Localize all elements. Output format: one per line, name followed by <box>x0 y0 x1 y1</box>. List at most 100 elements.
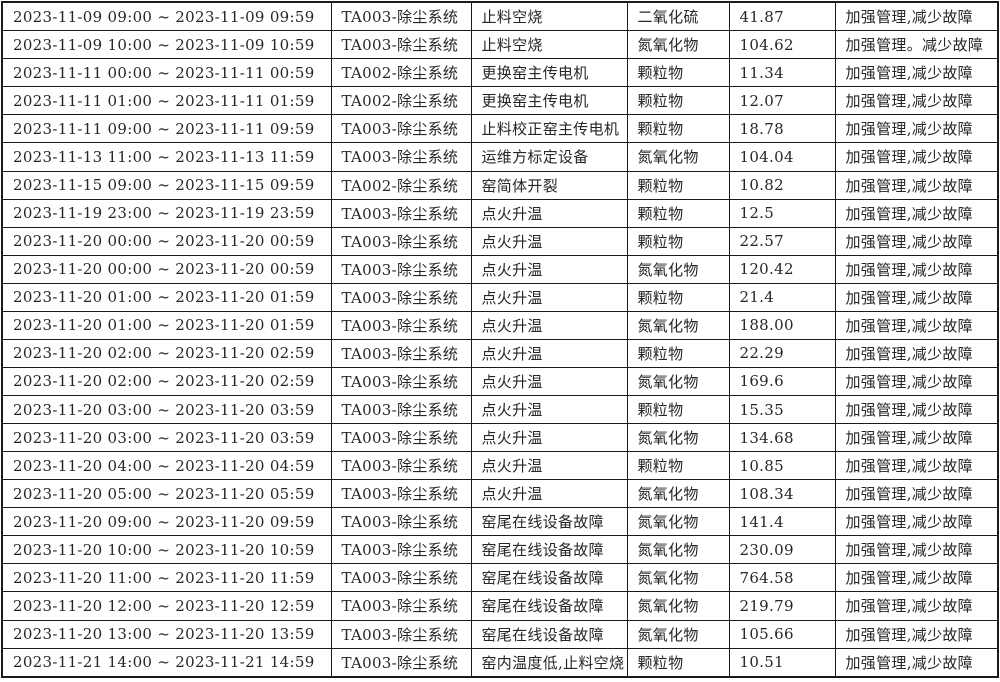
table-row: 2023-11-20 00:00 ~ 2023-11-20 00:59 TA00… <box>1 254 999 284</box>
system-cell: TA003-除尘系统 <box>330 535 472 565</box>
table-row: 2023-11-13 11:00 ~ 2023-11-13 11:59 TA00… <box>1 142 999 172</box>
table-row: 2023-11-09 09:00 ~ 2023-11-09 09:59 TA00… <box>1 1 999 32</box>
note-cell: 加强管理,减少故障 <box>834 226 999 256</box>
pollutant-cell: 二氧化硫 <box>626 1 730 32</box>
pollutant-cell: 颗粒物 <box>626 170 730 200</box>
table-row: 2023-11-20 09:00 ~ 2023-11-20 09:59 TA00… <box>1 507 999 537</box>
table-row: 2023-11-11 09:00 ~ 2023-11-11 09:59 TA00… <box>1 114 999 144</box>
note-cell: 加强管理,减少故障 <box>834 170 999 200</box>
value-cell: 12.07 <box>728 86 836 116</box>
note-cell: 加强管理,减少故障 <box>834 338 999 368</box>
note-cell: 加强管理,减少故障 <box>834 142 999 172</box>
table-row: 2023-11-20 05:00 ~ 2023-11-20 05:59 TA00… <box>1 479 999 509</box>
time-range-cell: 2023-11-13 11:00 ~ 2023-11-13 11:59 <box>1 142 332 172</box>
value-cell: 188.00 <box>728 310 836 340</box>
note-cell: 加强管理,减少故障 <box>834 507 999 537</box>
action-cell: 点火升温 <box>470 366 628 397</box>
pollutant-cell: 氮氧化物 <box>626 254 730 284</box>
pollutant-cell: 氮氧化物 <box>626 30 730 60</box>
action-cell: 窑尾在线设备故障 <box>470 591 628 621</box>
value-cell: 10.51 <box>728 647 836 678</box>
value-cell: 11.34 <box>728 58 836 88</box>
value-cell: 18.78 <box>728 114 836 144</box>
system-cell: TA003-除尘系统 <box>330 1 472 32</box>
note-cell: 加强管理,减少故障 <box>834 1 999 32</box>
note-cell: 加强管理。减少故障 <box>834 30 999 60</box>
system-cell: TA003-除尘系统 <box>330 226 472 256</box>
action-cell: 点火升温 <box>470 226 628 256</box>
table-row: 2023-11-20 01:00 ~ 2023-11-20 01:59 TA00… <box>1 282 999 312</box>
pollutant-cell: 颗粒物 <box>626 647 730 678</box>
value-cell: 230.09 <box>728 535 836 565</box>
note-cell: 加强管理,减少故障 <box>834 254 999 284</box>
system-cell: TA003-除尘系统 <box>330 114 472 144</box>
pollutant-cell: 颗粒物 <box>626 58 730 88</box>
note-cell: 加强管理,减少故障 <box>834 198 999 228</box>
note-cell: 加强管理,减少故障 <box>834 310 999 340</box>
note-cell: 加强管理,减少故障 <box>834 479 999 509</box>
action-cell: 更换窑主传电机 <box>470 58 628 88</box>
value-cell: 134.68 <box>728 423 836 453</box>
system-cell: TA003-除尘系统 <box>330 338 472 368</box>
value-cell: 22.57 <box>728 226 836 256</box>
time-range-cell: 2023-11-11 00:00 ~ 2023-11-11 00:59 <box>1 58 332 88</box>
table-row: 2023-11-20 02:00 ~ 2023-11-20 02:59 TA00… <box>1 366 999 397</box>
pollutant-cell: 颗粒物 <box>626 114 730 144</box>
value-cell: 104.04 <box>728 142 836 172</box>
time-range-cell: 2023-11-19 23:00 ~ 2023-11-19 23:59 <box>1 198 332 228</box>
value-cell: 120.42 <box>728 254 836 284</box>
system-cell: TA003-除尘系统 <box>330 30 472 60</box>
action-cell: 点火升温 <box>470 198 628 228</box>
action-cell: 点火升温 <box>470 310 628 340</box>
value-cell: 10.82 <box>728 170 836 200</box>
pollutant-cell: 颗粒物 <box>626 395 730 425</box>
time-range-cell: 2023-11-20 11:00 ~ 2023-11-20 11:59 <box>1 563 332 593</box>
action-cell: 点火升温 <box>470 479 628 509</box>
value-cell: 15.35 <box>728 395 836 425</box>
note-cell: 加强管理,减少故障 <box>834 647 999 678</box>
table-row: 2023-11-19 23:00 ~ 2023-11-19 23:59 TA00… <box>1 198 999 228</box>
table-row: 2023-11-20 10:00 ~ 2023-11-20 10:59 TA00… <box>1 535 999 565</box>
time-range-cell: 2023-11-20 02:00 ~ 2023-11-20 02:59 <box>1 366 332 397</box>
action-cell: 点火升温 <box>470 451 628 481</box>
system-cell: TA002-除尘系统 <box>330 170 472 200</box>
action-cell: 更换窑主传电机 <box>470 86 628 116</box>
note-cell: 加强管理,减少故障 <box>834 114 999 144</box>
table-row: 2023-11-20 03:00 ~ 2023-11-20 03:59 TA00… <box>1 423 999 453</box>
table-row: 2023-11-20 00:00 ~ 2023-11-20 00:59 TA00… <box>1 226 999 256</box>
action-cell: 止料校正窑主传电机 <box>470 114 628 144</box>
pollutant-cell: 氮氧化物 <box>626 423 730 453</box>
pollutant-cell: 颗粒物 <box>626 86 730 116</box>
note-cell: 加强管理,减少故障 <box>834 86 999 116</box>
system-cell: TA003-除尘系统 <box>330 366 472 397</box>
table-row: 2023-11-21 14:00 ~ 2023-11-21 14:59 TA00… <box>1 647 999 678</box>
action-cell: 窑尾在线设备故障 <box>470 507 628 537</box>
note-cell: 加强管理,减少故障 <box>834 395 999 425</box>
system-cell: TA003-除尘系统 <box>330 507 472 537</box>
value-cell: 764.58 <box>728 563 836 593</box>
time-range-cell: 2023-11-09 10:00 ~ 2023-11-09 10:59 <box>1 30 332 60</box>
system-cell: TA003-除尘系统 <box>330 423 472 453</box>
note-cell: 加强管理,减少故障 <box>834 366 999 397</box>
system-cell: TA003-除尘系统 <box>330 451 472 481</box>
time-range-cell: 2023-11-20 09:00 ~ 2023-11-20 09:59 <box>1 507 332 537</box>
system-cell: TA003-除尘系统 <box>330 591 472 621</box>
pollutant-cell: 颗粒物 <box>626 451 730 481</box>
system-cell: TA003-除尘系统 <box>330 619 472 649</box>
action-cell: 点火升温 <box>470 338 628 368</box>
table-row: 2023-11-20 12:00 ~ 2023-11-20 12:59 TA00… <box>1 591 999 621</box>
system-cell: TA003-除尘系统 <box>330 563 472 593</box>
table-row: 2023-11-20 01:00 ~ 2023-11-20 01:59 TA00… <box>1 310 999 340</box>
note-cell: 加强管理,减少故障 <box>834 535 999 565</box>
time-range-cell: 2023-11-11 01:00 ~ 2023-11-11 01:59 <box>1 86 332 116</box>
time-range-cell: 2023-11-21 14:00 ~ 2023-11-21 14:59 <box>1 647 332 678</box>
pollutant-cell: 氮氧化物 <box>626 619 730 649</box>
system-cell: TA002-除尘系统 <box>330 86 472 116</box>
pollutant-cell: 氮氧化物 <box>626 310 730 340</box>
time-range-cell: 2023-11-20 01:00 ~ 2023-11-20 01:59 <box>1 282 332 312</box>
action-cell: 窑尾在线设备故障 <box>470 563 628 593</box>
note-cell: 加强管理,减少故障 <box>834 282 999 312</box>
system-cell: TA003-除尘系统 <box>330 647 472 678</box>
value-cell: 12.5 <box>728 198 836 228</box>
value-cell: 22.29 <box>728 338 836 368</box>
